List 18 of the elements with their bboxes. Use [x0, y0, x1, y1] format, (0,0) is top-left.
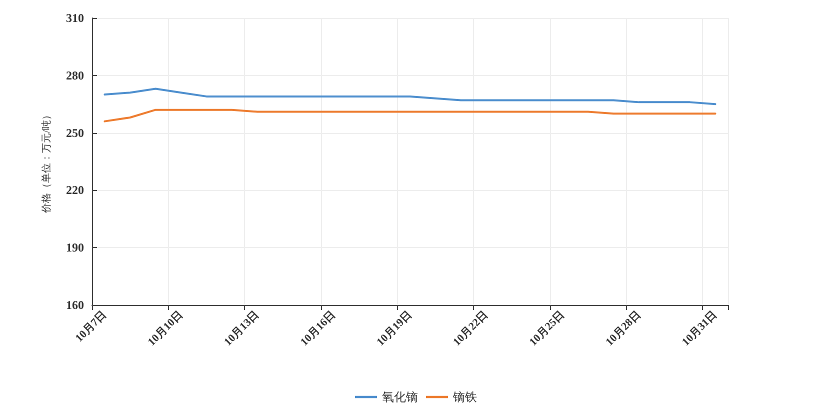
x-tick-label: 10月19日 [374, 308, 414, 348]
x-tick-label: 10月22日 [450, 308, 491, 348]
line-series [104, 108, 716, 122]
x-tick-label: 10月28日 [604, 308, 644, 348]
x-tick-label: 10月31日 [680, 308, 720, 348]
legend-label: 镝铁 [452, 390, 477, 404]
x-tick-label: 10月25日 [527, 308, 567, 348]
x-tick-label: 10月10日 [146, 308, 186, 348]
y-tick-label: 310 [66, 11, 84, 25]
y-tick-label: 190 [66, 240, 84, 255]
x-tick-label: 10月16日 [298, 308, 338, 348]
y-tick-label: 250 [66, 126, 84, 140]
line-series [104, 88, 716, 106]
x-tick-label: 10月13日 [222, 308, 262, 348]
y-tick-label: 220 [66, 183, 84, 198]
legend-label: 氧化镝 [382, 390, 418, 404]
y-axis-title: 价格（单位：万元/吨） [40, 110, 52, 214]
y-tick-label: 280 [66, 68, 84, 82]
